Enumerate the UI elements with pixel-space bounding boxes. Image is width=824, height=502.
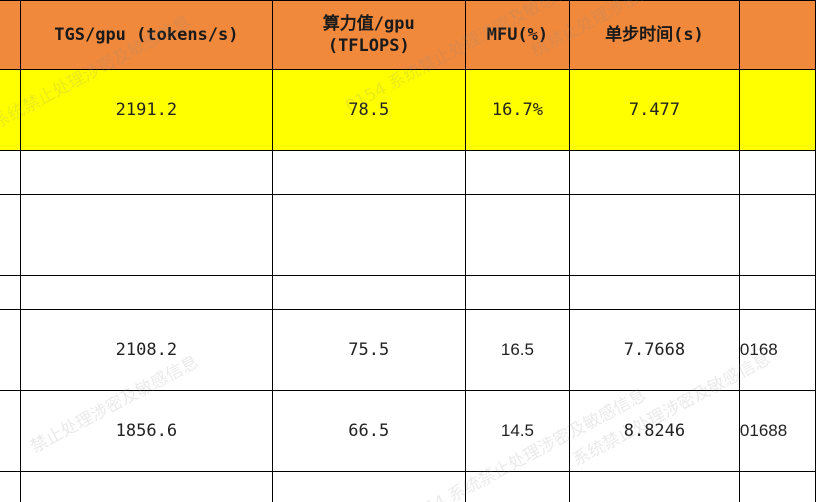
table-cell-mfu[interactable]: 16.5: [464, 309, 570, 391]
table-cell[interactable]: [20, 471, 273, 502]
table-cell[interactable]: [738, 150, 817, 195]
table-cell[interactable]: [568, 194, 740, 276]
table-cell[interactable]: [464, 194, 570, 276]
table-cell-tgs[interactable]: 1856.6: [20, 390, 273, 472]
table-cell[interactable]: [20, 194, 273, 276]
table-cell[interactable]: [738, 471, 817, 502]
table-cell[interactable]: [0, 69, 22, 151]
table-cell[interactable]: [464, 275, 570, 310]
table-cell[interactable]: [464, 471, 570, 502]
table-cell[interactable]: [464, 150, 570, 195]
table-cell-tflops[interactable]: 75.5: [271, 309, 466, 391]
highlight-row: 2191.2 78.5 16.7% 7.477: [0, 69, 817, 151]
header-row: TGS/gpu (tokens/s) 算力值/gpu (TFLOPS) MFU(…: [0, 0, 817, 70]
table-cell[interactable]: [0, 390, 22, 472]
table-cell[interactable]: [0, 194, 22, 276]
table-cell[interactable]: [568, 275, 740, 310]
header-cell-tflops[interactable]: 算力值/gpu (TFLOPS): [271, 0, 466, 70]
table-cell[interactable]: [271, 471, 466, 502]
table-row: [0, 150, 817, 195]
table-cell-mfu[interactable]: 16.7%: [464, 69, 570, 151]
table-row: [0, 275, 817, 310]
table-cell[interactable]: [0, 275, 22, 310]
table-cell[interactable]: [568, 471, 740, 502]
header-cell-step-time[interactable]: 单步时间(s): [568, 0, 740, 70]
header-cell-tgs[interactable]: TGS/gpu (tokens/s): [20, 0, 273, 70]
table-cell[interactable]: [568, 150, 740, 195]
table-cell[interactable]: [0, 150, 22, 195]
table-cell-extra[interactable]: 01688: [738, 390, 817, 472]
table-cell-tgs[interactable]: 2108.2: [20, 309, 273, 391]
table-cell[interactable]: [271, 194, 466, 276]
table-cell-step-time[interactable]: 7.477: [568, 69, 740, 151]
table-cell-tflops[interactable]: 78.5: [271, 69, 466, 151]
table-cell[interactable]: [271, 275, 466, 310]
table-cell-tflops[interactable]: 66.5: [271, 390, 466, 472]
header-cell-blank[interactable]: [0, 0, 22, 70]
table-row: 2108.2 75.5 16.5 7.7668 0168: [0, 309, 817, 391]
table-cell[interactable]: [20, 150, 273, 195]
table-cell-step-time[interactable]: 7.7668: [568, 309, 740, 391]
table-cell-extra[interactable]: 0168: [738, 309, 817, 391]
table-cell[interactable]: [738, 275, 817, 310]
table-cell[interactable]: [20, 275, 273, 310]
table-cell[interactable]: [0, 309, 22, 391]
table-cell[interactable]: [271, 150, 466, 195]
table-cell-tgs[interactable]: 2191.2: [20, 69, 273, 151]
table-cell[interactable]: [0, 471, 22, 502]
table-row: [0, 194, 817, 276]
table-cell[interactable]: [738, 69, 817, 151]
header-cell-mfu[interactable]: MFU(%): [464, 0, 570, 70]
table-row: [0, 471, 817, 502]
table-cell-step-time[interactable]: 8.8246: [568, 390, 740, 472]
table-cell-mfu[interactable]: 14.5: [464, 390, 570, 472]
header-cell-extra[interactable]: [738, 0, 817, 70]
table-row: 1856.6 66.5 14.5 8.8246 01688: [0, 390, 817, 472]
table-cell[interactable]: [738, 194, 817, 276]
